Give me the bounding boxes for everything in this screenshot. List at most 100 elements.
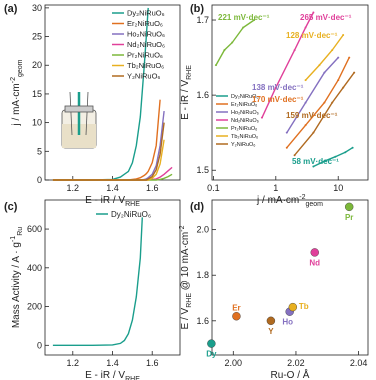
legend-label: Dy₂NiRuO₆	[231, 94, 259, 100]
slope-annotation: 58 mV·dec⁻¹	[292, 157, 339, 166]
axis-label-part: E - iR / V	[180, 80, 191, 120]
point	[312, 11, 315, 14]
point	[214, 64, 217, 67]
y-tick-label: 1.5	[196, 165, 209, 175]
point	[312, 165, 315, 168]
x-tick-label: 1.2	[67, 358, 80, 368]
legend-label: Tb₂NiRuO₆	[127, 61, 164, 70]
point	[223, 49, 226, 52]
point	[266, 316, 276, 326]
x-tick-label: 1.6	[146, 183, 159, 193]
axis-label-part: E - iR / V	[85, 195, 125, 206]
point-label: Dy	[206, 350, 217, 359]
axis-label-part: Mass Activity / A · g	[11, 242, 22, 328]
point-label: Y	[268, 327, 274, 336]
series-line	[305, 34, 344, 81]
y-tick-label: 10	[32, 118, 42, 128]
legend-label: Y₂NiRuO₆	[127, 72, 160, 81]
x-tick-label: 1.4	[106, 183, 119, 193]
axis-label: E - iR / VRHE	[85, 195, 140, 208]
point	[242, 26, 245, 29]
y-tick-label: 400	[27, 263, 42, 273]
point	[312, 131, 315, 134]
axis-label: j / mA·cm-2geom	[256, 194, 323, 208]
cell-inset	[61, 91, 97, 149]
point-label: Tb	[299, 302, 309, 311]
x-tick-label: 0.1	[207, 183, 220, 193]
panel-label: (d)	[190, 201, 204, 213]
axis-label-part: E - iR / V	[85, 370, 125, 380]
point	[323, 71, 326, 74]
slope-annotation: 128 mV·dec⁻¹	[286, 31, 338, 40]
point-label: Ho	[282, 318, 293, 327]
plot-frame	[211, 199, 369, 356]
legend-label: Y₂NiRuO₆	[231, 142, 256, 148]
legend-label: Tb₂NiRuO₆	[231, 134, 258, 140]
axis-label-part: RHE	[125, 201, 140, 208]
legend-label: Er₂NiRuO₆	[231, 102, 257, 108]
x-tick-label: 10	[333, 183, 343, 193]
axis-label: Ru-O / Å	[271, 368, 310, 380]
point	[318, 64, 321, 67]
point	[285, 131, 288, 134]
point	[342, 86, 345, 89]
legend-label: Pr₂NiRuO₆	[127, 51, 163, 60]
point	[345, 202, 354, 212]
plot-frame	[44, 199, 181, 356]
legend-label: Er₂NiRuO₆	[127, 19, 163, 28]
series-line	[52, 217, 143, 346]
axis-label: j / mA·cm-2geom	[10, 59, 24, 126]
panel-label: (a)	[4, 3, 18, 15]
point	[288, 302, 298, 312]
axis-label-part: j / mA·cm	[11, 83, 22, 126]
y-tick-label: 0	[37, 175, 42, 185]
x-tick-label: 1	[273, 183, 278, 193]
axis-label-part: geom	[17, 59, 24, 77]
point	[285, 146, 288, 149]
point	[334, 155, 337, 158]
point-label: Nd	[309, 258, 320, 267]
axis-label-part: @ 10 mA·cm	[180, 232, 191, 293]
axis-label: Mass Activity / A · g-1Ru	[10, 227, 24, 328]
axis-label-part: -2	[299, 194, 305, 201]
legend-label: Nd₂NiRuO₆	[127, 40, 165, 49]
axis-label: E - iR / VRHE	[85, 370, 140, 380]
axis-label-part: -1	[10, 236, 17, 242]
point	[293, 49, 296, 52]
y-tick-label: 200	[27, 302, 42, 312]
axis-label-part: RHE	[186, 65, 193, 80]
axis-label-part: j / mA·cm	[256, 195, 299, 206]
axis-label-part: -2	[10, 77, 17, 83]
y-tick-label: 15	[32, 89, 42, 99]
axis-label-part: RHE	[186, 293, 193, 308]
legend-label: Nd₂NiRuO₆	[231, 118, 259, 124]
point	[304, 101, 307, 104]
series-line	[215, 19, 255, 66]
slope-annotation: 170 mV·dec⁻¹	[252, 95, 304, 104]
point	[274, 86, 277, 89]
point	[353, 71, 356, 74]
y-tick-label: 2.0	[196, 225, 209, 235]
axis-label-part: Ru-O / Å	[271, 368, 310, 380]
y-tick-label: 0	[37, 340, 42, 350]
legend-label: Pr₂NiRuO₆	[231, 126, 257, 132]
panel-label: (c)	[4, 201, 18, 213]
point	[231, 41, 234, 44]
legend-label: Ho₂NiRuO₆	[231, 110, 259, 116]
x-tick-label: 1.2	[67, 183, 80, 193]
point	[351, 146, 354, 149]
x-tick-label: 1.6	[146, 358, 159, 368]
axis-label-part: RHE	[125, 376, 140, 380]
point	[323, 101, 326, 104]
x-tick-label: 1.4	[106, 358, 119, 368]
series-line	[286, 57, 339, 134]
slope-annotation: 221 mV·dec⁻¹	[218, 13, 270, 22]
point	[344, 151, 347, 154]
point	[304, 26, 307, 29]
point	[348, 56, 351, 59]
y-tick-label: 1.6	[196, 90, 209, 100]
y-tick-label: 25	[32, 32, 42, 42]
y-tick-label: 1.6	[196, 316, 209, 326]
axis-label: E - iR / VRHE	[180, 65, 193, 120]
